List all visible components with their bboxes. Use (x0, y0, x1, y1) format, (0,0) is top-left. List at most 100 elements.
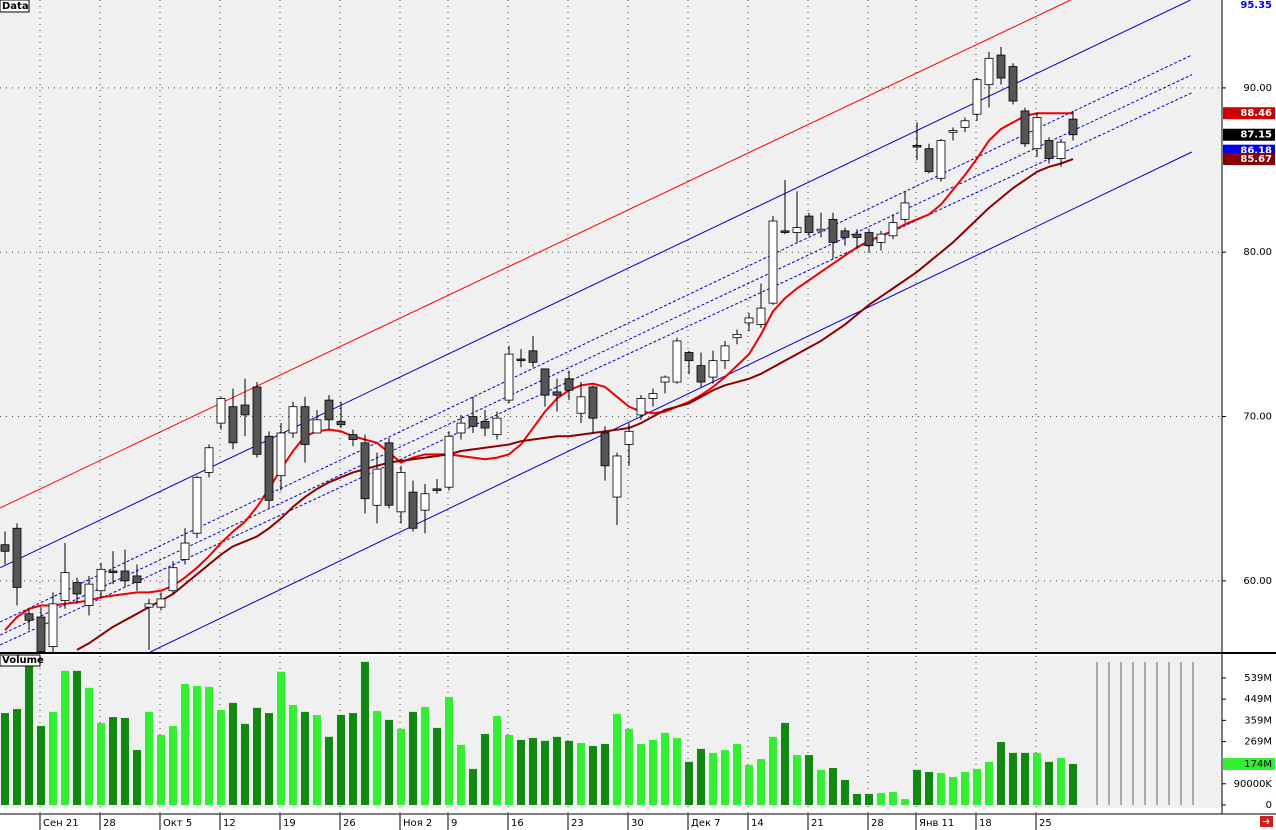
channel-line (0, 0, 1071, 509)
volume-bar (73, 670, 81, 805)
axes: 60.00 70.00 80.00 90.00 0 90000K 269M 359M 449M 5… (39, 0, 1275, 830)
candle-body (36, 616, 46, 652)
price-marker-label: 95.35 (1240, 0, 1272, 11)
pane-title: Data (2, 1, 29, 12)
y-tick-label: 60.00 (1243, 576, 1272, 587)
volume-bar (193, 685, 201, 805)
volume-bar (157, 734, 165, 805)
volume-bar (121, 718, 129, 805)
volume-bar (577, 742, 585, 805)
candle-body (408, 491, 418, 529)
y-tick-label: 70.00 (1243, 412, 1272, 423)
candle-body (996, 54, 1006, 79)
candle-body (0, 544, 10, 552)
y-tick-label: 90.00 (1243, 83, 1272, 94)
candle-body (744, 317, 754, 324)
candle-body (516, 358, 526, 362)
volume-bar (313, 714, 321, 805)
volume-bar (745, 764, 753, 805)
x-tick-label: 23 (571, 818, 584, 829)
candle-body (276, 432, 286, 477)
volume-bar (865, 793, 873, 805)
candle-body (168, 567, 178, 592)
volume-bar (49, 711, 57, 805)
volume-bar (61, 670, 69, 805)
candle-body (804, 215, 814, 233)
candle-body (816, 228, 826, 232)
volume-bar (493, 715, 501, 805)
candle-body (336, 421, 346, 426)
candle-body (780, 230, 790, 233)
candle-body (612, 455, 622, 498)
candle-body (564, 378, 574, 391)
volume-bar (337, 714, 345, 805)
candle-body (636, 398, 646, 416)
volume-bar (829, 767, 837, 805)
candle-body (876, 233, 886, 243)
candle-body (252, 386, 262, 455)
channel-line (149, 151, 1193, 652)
x-tick-label: 28 (103, 818, 116, 829)
candle-body (492, 417, 502, 436)
volume-bar (589, 746, 597, 805)
volume-bar (373, 710, 381, 805)
volume-bar (229, 702, 237, 805)
candle-body (300, 406, 310, 445)
candle-body (96, 568, 106, 592)
candle-body (156, 598, 166, 608)
volume-tick-label: 449M (1244, 694, 1272, 705)
candle-body (204, 447, 214, 473)
volume-bar (277, 671, 285, 805)
candle-body (456, 422, 466, 434)
x-tick-label: Сен 21 (43, 818, 79, 829)
candle-body (936, 140, 946, 179)
volume-bar (901, 799, 909, 805)
volume-tick-label: 539M (1244, 673, 1272, 684)
volume-bar (325, 736, 333, 805)
volume-bar (241, 723, 249, 805)
candle-body (756, 307, 766, 325)
candle-body (372, 468, 382, 506)
x-tick-label: 19 (283, 818, 296, 829)
volume-bar (37, 726, 45, 805)
volume-bar (529, 738, 537, 805)
volume-bar (673, 738, 681, 805)
volume-bar (877, 792, 885, 805)
volume-bar (625, 728, 633, 805)
candle-body (660, 376, 670, 383)
volume-bar (169, 726, 177, 805)
volume-bar (697, 748, 705, 805)
volume-bar (973, 768, 981, 805)
x-tick-label: 21 (811, 818, 824, 829)
volume-bar (961, 771, 969, 805)
candle-body (984, 57, 994, 86)
candle-body (1032, 117, 1042, 150)
candle-body (540, 368, 550, 396)
x-tick-label: 30 (631, 818, 644, 829)
x-tick-label: 18 (979, 818, 992, 829)
candles (0, 46, 1078, 652)
volume-bar (1069, 763, 1077, 805)
volume-bar (25, 661, 33, 805)
channel-line (0, 0, 1191, 569)
volume-bar (1021, 752, 1029, 805)
candle-body (912, 145, 922, 148)
candle-body (768, 220, 778, 304)
candle-body (852, 233, 862, 238)
volume-bar (385, 719, 393, 805)
volume-bar (205, 686, 213, 805)
volume-bar (649, 739, 657, 805)
x-tick-label: Окт 5 (163, 818, 192, 829)
candle-body (48, 603, 58, 647)
volume-bar (361, 661, 369, 805)
channel-line (0, 74, 1193, 636)
volume-bar (505, 734, 513, 805)
volume-bar (757, 759, 765, 805)
volume-bar (553, 736, 561, 805)
candle-body (468, 416, 478, 427)
candle-body (888, 222, 898, 237)
volume-bar (913, 769, 921, 805)
volume-bar (805, 755, 813, 805)
candle-body (144, 603, 154, 608)
